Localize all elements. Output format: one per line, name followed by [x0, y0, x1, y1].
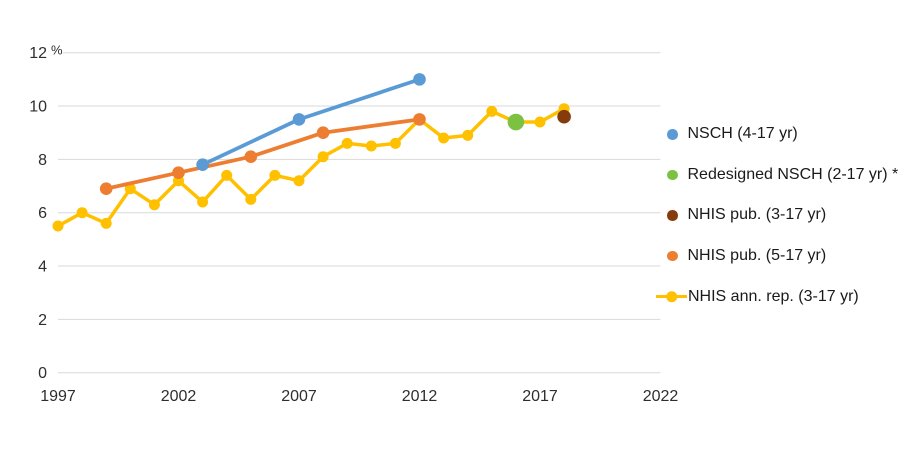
x-tick-label: 2012: [402, 388, 438, 405]
data-point-redesigned-nsch: [507, 113, 525, 131]
y-tick-label: 4: [38, 259, 47, 276]
data-point-nhis-ann-rep: [389, 137, 401, 149]
data-point-nhis-ann-rep: [462, 129, 474, 141]
data-point-nhis-pub-3-17: [557, 109, 571, 124]
data-point-nhis-ann-rep: [438, 132, 450, 144]
legend-label: NSCH (4-17 yr): [687, 125, 798, 143]
x-tick-label: 1997: [40, 388, 76, 405]
legend-label: Redesigned NSCH (2-17 yr) *: [687, 165, 899, 183]
legend-line-marker-icon: [656, 290, 687, 303]
legend-item-nhis-pub-5-17: NHIS pub. (5-17 yr): [656, 236, 898, 277]
x-tick-label: 2002: [161, 388, 197, 405]
x-tick-label: 2022: [643, 388, 679, 405]
x-tick-label: 2017: [522, 388, 558, 405]
legend-item-nsch: NSCH (4-17 yr): [656, 114, 898, 155]
x-tick-label: 2007: [281, 388, 317, 405]
data-point-nhis-ann-rep: [76, 207, 88, 219]
data-point-nsch: [196, 158, 209, 171]
data-point-nhis-ann-rep: [341, 137, 353, 149]
data-point-nhis-ann-rep: [269, 169, 281, 181]
legend-dot-icon: [665, 290, 678, 303]
data-point-nhis-ann-rep: [197, 196, 209, 208]
y-axis-unit-label: %: [51, 43, 63, 58]
data-point-nhis-ann-rep: [148, 199, 160, 211]
legend-dot-icon: [667, 210, 678, 221]
data-point-nsch: [413, 73, 426, 86]
chart-legend: NSCH (4-17 yr) Redesigned NSCH (2-17 yr) …: [656, 114, 898, 317]
data-point-nhis-ann-rep: [293, 175, 305, 187]
data-point-nhis-ann-rep: [486, 105, 498, 117]
legend-dot-icon: [667, 129, 678, 140]
series-line-nhis-ann-rep: [56, 106, 566, 228]
legend-item-nhis-ann-rep: NHIS ann. rep. (3-17 yr): [656, 276, 898, 317]
data-point-nhis-pub-5-17: [172, 166, 185, 179]
data-point-nhis-ann-rep: [52, 220, 64, 232]
data-point-nhis-ann-rep: [317, 151, 329, 163]
data-point-nsch: [292, 113, 306, 126]
legend-item-redesigned-nsch: Redesigned NSCH (2-17 yr) *: [656, 155, 898, 196]
y-tick-label: 12: [29, 45, 47, 62]
data-point-nhis-pub-5-17: [316, 126, 330, 139]
legend-label: NHIS pub. (3-17 yr): [687, 206, 827, 224]
data-point-nhis-ann-rep: [365, 140, 377, 152]
data-point-nhis-ann-rep: [245, 193, 257, 205]
data-point-nhis-ann-rep: [100, 217, 112, 229]
series-line-nhis-pub-5-17: [104, 117, 422, 191]
y-tick-label: 10: [29, 99, 47, 116]
data-point-nhis-pub-5-17: [244, 150, 258, 163]
y-tick-label: 0: [38, 365, 47, 382]
legend-dot-icon: [667, 250, 678, 262]
data-point-nhis-ann-rep: [534, 116, 546, 128]
legend-item-nhis-pub-3-17: NHIS pub. (3-17 yr): [656, 195, 898, 236]
y-tick-label: 8: [38, 152, 47, 169]
legend-dot-icon: [667, 169, 678, 181]
legend-label: NHIS ann. rep. (3-17 yr): [688, 287, 859, 305]
data-point-nhis-pub-5-17: [99, 182, 113, 195]
y-tick-label: 6: [38, 205, 47, 222]
legend-label: NHIS pub. (5-17 yr): [687, 247, 827, 265]
data-point-nhis-ann-rep: [221, 169, 233, 181]
data-point-nhis-ann-rep: [124, 183, 136, 195]
data-point-nhis-pub-5-17: [413, 113, 426, 126]
y-tick-label: 2: [38, 312, 47, 329]
